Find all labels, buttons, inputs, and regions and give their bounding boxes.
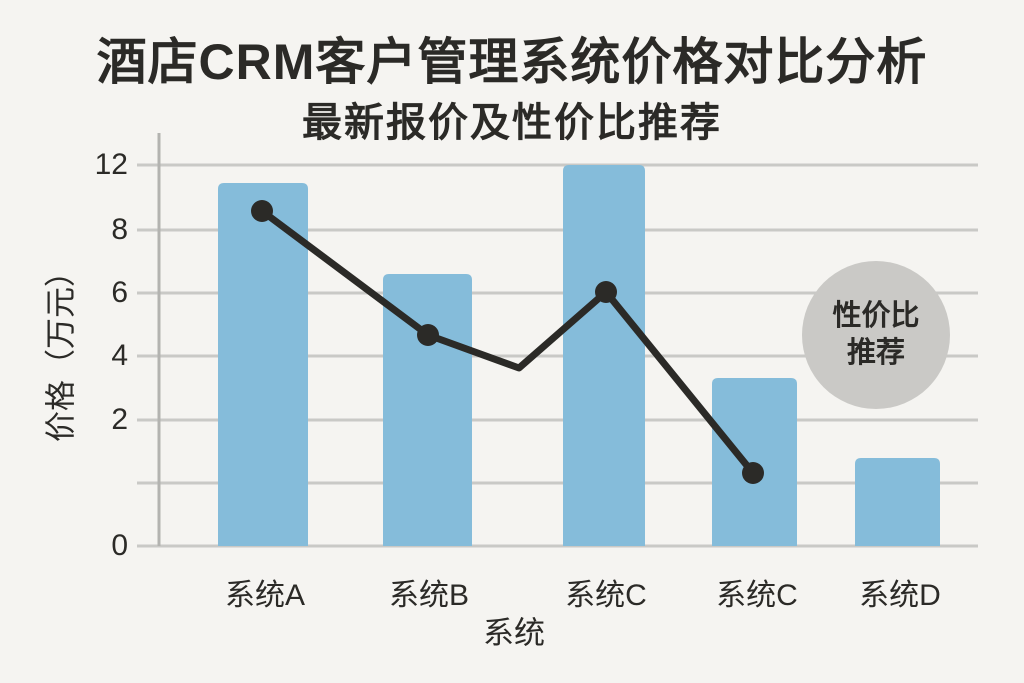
y-tick-label: 4 [111, 339, 128, 372]
x-axis-title: 系统 [483, 615, 545, 651]
y-tick-label: 6 [111, 276, 128, 309]
price-bar [712, 378, 797, 546]
chart-title: 酒店CRM客户管理系统价格对比分析 [96, 34, 928, 90]
chart-subtitle: 最新报价及性价比推荐 [302, 101, 722, 145]
y-tick-label: 2 [111, 403, 128, 436]
y-axis-title: 价格（万元） [43, 256, 79, 442]
badge-circle [802, 261, 950, 409]
price-bar [218, 183, 308, 546]
x-tick-label: 系统A [224, 579, 306, 612]
x-tick-label: 系统C [716, 579, 798, 612]
trend-line [258, 207, 757, 477]
y-tick-label: 12 [94, 148, 128, 181]
recommendation-badge: 性价比 推荐 [832, 298, 919, 372]
data-point-marker [417, 324, 439, 346]
data-point-marker [742, 462, 764, 484]
x-tick-label: 系统D [859, 579, 941, 612]
y-tick-label: 8 [111, 213, 128, 246]
data-point-marker [595, 281, 617, 303]
x-tick-label: 系统B [388, 579, 470, 612]
price-bar [563, 165, 645, 546]
badge-line-1: 性价比 [832, 300, 920, 332]
data-point-marker [251, 200, 273, 222]
price-bar [855, 458, 940, 546]
x-tick-label: 系统C [565, 579, 647, 612]
badge-line-2: 推荐 [846, 337, 906, 369]
y-tick-label: 0 [111, 529, 128, 562]
